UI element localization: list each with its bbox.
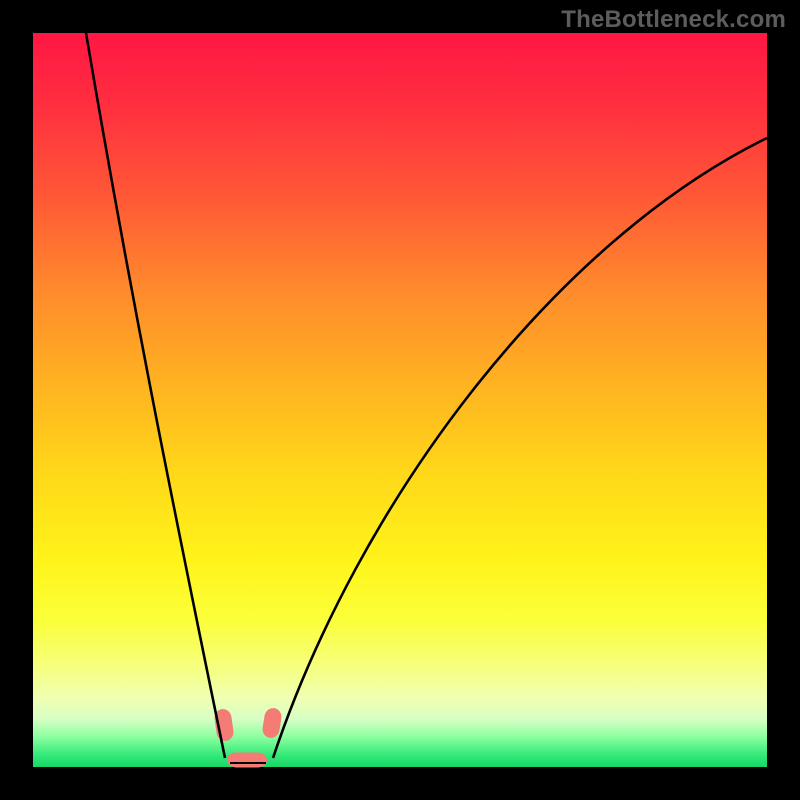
stage: TheBottleneck.com [0,0,800,800]
plot-area [33,33,767,768]
gradient-rect [33,33,767,767]
watermark-text: TheBottleneck.com [561,6,786,34]
chart-svg [0,0,800,800]
marker-blob-2 [227,753,267,768]
